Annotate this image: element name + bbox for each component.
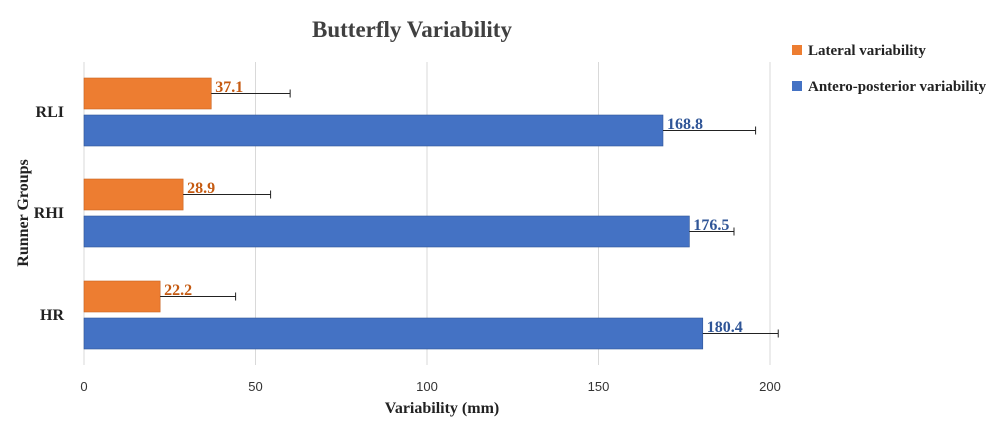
bar-rli-antero-posterior [83,114,664,147]
category-labels: RLI RHI HR [34,104,65,324]
x-tick-label-2: 100 [416,379,438,394]
legend-swatch-0 [792,45,802,55]
data-labels: 37.1 168.8 28.9 176.5 22.2 180.4 [164,79,743,336]
bar-hr-lateral [83,280,161,313]
bar-rhi-antero-posterior [83,215,690,248]
category-label-rhi: RHI [34,205,64,222]
category-label-rli: RLI [36,104,64,121]
data-label-rli-1: 168.8 [667,116,703,133]
x-tick-label-1: 50 [248,379,262,394]
data-label-hr-1: 180.4 [707,319,743,336]
error-bars [160,89,779,338]
x-tick-label-0: 0 [80,379,87,394]
legend-label-0: Lateral variability [808,43,926,59]
data-label-rli-0: 37.1 [215,79,243,96]
bar-rhi-lateral [83,178,184,211]
x-axis-label: Variability (mm) [385,400,500,417]
chart-title: Butterfly Variability [312,17,512,42]
legend-swatch-1 [792,81,802,91]
legend-label-1: Antero-posterior variability [808,79,987,95]
x-ticks: 0 50 100 150 200 [80,379,780,394]
data-label-hr-0: 22.2 [164,282,192,299]
data-label-rhi-0: 28.9 [187,180,215,197]
bar-hr-antero-posterior [83,317,704,350]
x-tick-label-3: 150 [588,379,610,394]
grid [83,62,771,365]
data-label-rhi-1: 176.5 [693,217,729,234]
x-tick-label-4: 200 [759,379,781,394]
bar-rli-lateral [83,77,212,110]
legend: Lateral variability Antero-posterior vari… [792,43,987,95]
category-label-hr: HR [40,307,64,324]
bars [83,77,704,350]
y-axis-label: Runner Groups [15,159,32,266]
